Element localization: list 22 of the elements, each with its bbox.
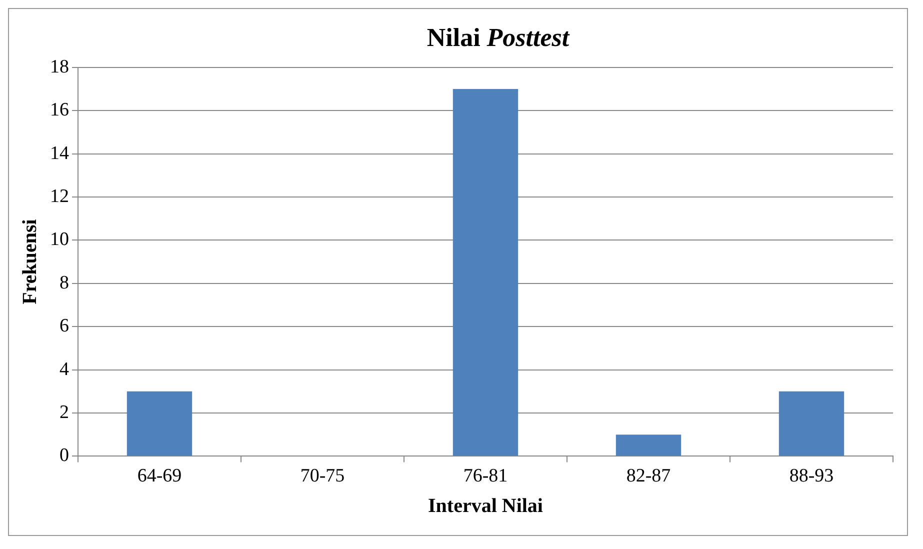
bar [452, 89, 518, 456]
y-tick-label: 12 [50, 186, 69, 207]
y-tick-label: 0 [60, 445, 69, 466]
chart-title: Nilai Posttest [426, 23, 570, 52]
x-tick-label: 76-81 [463, 466, 508, 487]
bar [778, 391, 844, 456]
y-axis-title: Frekuensi [19, 218, 42, 304]
y-tick-label: 6 [60, 316, 69, 337]
bar [616, 434, 682, 456]
x-tick-label: 88-93 [789, 466, 834, 487]
x-tick-label: 64-69 [137, 466, 182, 487]
y-tick-label: 8 [60, 272, 69, 294]
y-tick-label: 2 [60, 402, 69, 423]
y-tick-label: 18 [50, 56, 69, 78]
bar [126, 391, 192, 456]
x-tick-label: 82-87 [626, 466, 671, 487]
y-tick-label: 14 [50, 142, 70, 164]
x-tick-label: 70-75 [300, 466, 345, 487]
y-tick-label: 4 [60, 358, 70, 380]
y-tick-label: 16 [50, 100, 69, 121]
y-tick-label: 10 [50, 229, 69, 250]
x-axis-title: Interval Nilai [428, 495, 544, 518]
